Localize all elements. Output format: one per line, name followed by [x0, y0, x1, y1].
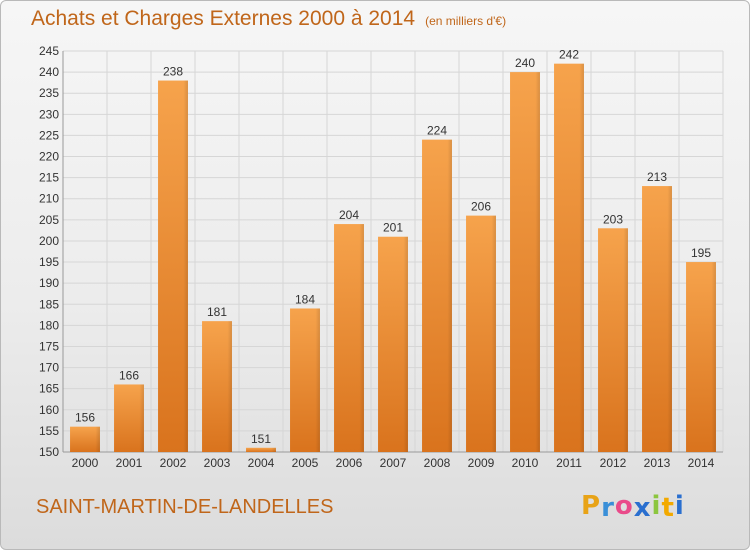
bar-shade-2006	[334, 224, 364, 452]
bar-shade-2010	[510, 72, 540, 453]
y-tick-label: 235	[39, 86, 59, 100]
x-tick-label: 2005	[292, 456, 319, 470]
x-tick-label: 2011	[556, 456, 582, 470]
y-tick-label: 185	[39, 297, 59, 311]
bar-shade-2000	[70, 426, 100, 452]
x-tick-label: 2008	[424, 456, 451, 470]
x-tick-label: 2006	[336, 456, 363, 470]
y-tick-label: 165	[39, 382, 59, 396]
x-tick-label: 2002	[160, 456, 187, 470]
x-tick-label: 2007	[380, 456, 407, 470]
y-tick-label: 180	[39, 318, 59, 332]
value-label: 151	[251, 432, 271, 446]
commune-name: SAINT-MARTIN-DE-LANDELLES	[36, 496, 334, 518]
label-layer: 156 166 238 181 151 184 204 201 224 206 240 242 203 2…	[75, 48, 711, 446]
y-tick-label: 175	[39, 339, 59, 353]
y-tick-label: 215	[39, 171, 59, 185]
value-label: 181	[207, 305, 227, 319]
value-label: 156	[75, 411, 95, 425]
y-tick-label: 160	[39, 403, 59, 417]
y-tick-label: 210	[39, 192, 59, 206]
value-label: 240	[515, 56, 535, 70]
value-label: 195	[691, 246, 711, 260]
y-tick-label: 190	[39, 276, 59, 290]
y-tick-label: 155	[39, 424, 59, 438]
x-tick-label: 2009	[468, 456, 495, 470]
x-tick-label: 2014	[688, 456, 715, 470]
value-label: 184	[295, 292, 315, 306]
x-tick-label: 2010	[512, 456, 539, 470]
value-label: 166	[119, 368, 139, 382]
y-tick-label: 240	[39, 65, 59, 79]
bar-shade-2004	[246, 447, 276, 452]
value-label: 238	[163, 65, 183, 79]
logo-letter: P	[581, 491, 602, 521]
value-label: 201	[383, 221, 403, 235]
y-tick-label: 205	[39, 213, 59, 227]
bar-shade-2005	[290, 308, 320, 452]
y-tick-label: 225	[39, 128, 59, 142]
bar-shade-2007	[378, 236, 408, 452]
value-label: 242	[559, 48, 579, 62]
chart-title: Achats et Charges Externes 2000 à 2014 (e…	[31, 7, 506, 31]
y-tick-label: 200	[39, 234, 59, 248]
bar-shade-2011	[554, 63, 584, 453]
bar-shade-2009	[466, 215, 496, 452]
y-tick-label: 195	[39, 255, 59, 269]
logo-letter: o	[614, 491, 634, 521]
value-label: 206	[471, 200, 491, 214]
bar-shade-2008	[422, 139, 452, 453]
proxiti-logo: Proxiti	[581, 491, 685, 523]
bar-shade-2003	[202, 321, 232, 452]
x-tick-label: 2001	[116, 456, 143, 470]
bar-shade-2012	[598, 228, 628, 452]
chart-subtitle: (en milliers d'€)	[425, 14, 507, 28]
logo-letter: t	[661, 493, 675, 523]
y-tick-label: 150	[39, 445, 59, 459]
x-tick-label: 2003	[204, 456, 231, 470]
y-tick-label: 230	[39, 107, 59, 121]
y-tick-label: 245	[39, 44, 59, 58]
bar-shade-2013	[642, 186, 672, 453]
bar-shade-2002	[158, 80, 188, 453]
logo-letter: i	[651, 491, 662, 521]
bar-layer	[70, 63, 716, 453]
logo-letter: x	[633, 493, 652, 523]
value-label: 204	[339, 208, 359, 222]
chart-title-text: Achats et Charges Externes 2000 à 2014	[31, 7, 416, 30]
bar-shade-2014	[686, 262, 716, 452]
value-label: 224	[427, 124, 447, 138]
bar-shade-2001	[114, 384, 144, 452]
x-tick-label: 2012	[600, 456, 627, 470]
logo-letter: r	[601, 493, 615, 523]
y-tick-label: 220	[39, 150, 59, 164]
x-tick-label: 2000	[72, 456, 99, 470]
value-label: 213	[647, 170, 667, 184]
x-tick-label: 2013	[644, 456, 671, 470]
value-label: 203	[603, 212, 623, 226]
y-tick-label: 170	[39, 361, 59, 375]
logo-letter: i	[674, 491, 685, 521]
x-tick-label: 2004	[248, 456, 275, 470]
